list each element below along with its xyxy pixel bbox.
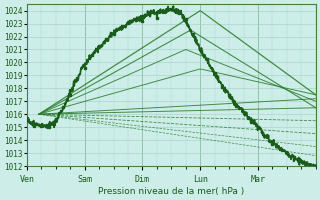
X-axis label: Pression niveau de la mer( hPa ): Pression niveau de la mer( hPa ) xyxy=(98,187,244,196)
